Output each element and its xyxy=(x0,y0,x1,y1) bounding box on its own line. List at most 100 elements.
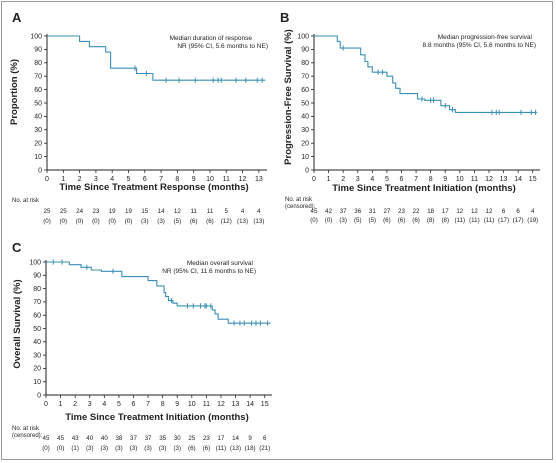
panel-c-at-risk-value: 25 xyxy=(188,435,195,442)
panel-b-median-value: 8.8 months (95% CI, 5.6 months to NE) xyxy=(423,42,536,49)
panel-a-y-tick-label: 100 xyxy=(30,33,42,40)
panel-c-at-risk-value: 45 xyxy=(43,435,50,442)
panel-a-censored-value: (6) xyxy=(206,218,214,225)
panel-a-censored-value: (3) xyxy=(141,218,149,225)
panel-a-censored-value: (13) xyxy=(237,218,248,225)
panel-a-at-risk-value: 14 xyxy=(158,208,165,215)
panel-b-y-tick-label: 60 xyxy=(301,87,309,94)
panel-c-x-tick-label: 9 xyxy=(175,401,179,408)
panel-b-y-tick-label: 90 xyxy=(301,47,309,54)
panel-c-survival-curve xyxy=(46,261,271,324)
panel-b-at-risk-value: 12 xyxy=(456,208,463,215)
panel-b-at-risk-value: 22 xyxy=(413,208,420,215)
panel-c-y-tick-label: 100 xyxy=(29,259,41,266)
panel-a-x-tick-label: 6 xyxy=(143,176,147,183)
panel-c-at-risk-value: 40 xyxy=(101,435,108,442)
panel-b-y-axis-label: Progression-Free Survival (%) xyxy=(283,29,294,165)
panel-b-at-risk-value: 12 xyxy=(486,208,493,215)
panel-b-censored-value: (11) xyxy=(484,217,495,224)
panel-b-at-risk-value: 23 xyxy=(398,208,405,215)
panel-a-censored-value: (0) xyxy=(43,218,51,225)
panel-a-x-tick-label: 4 xyxy=(110,176,114,183)
panel-c-censored-value: (3) xyxy=(115,445,123,452)
panel-c-y-tick-label: 60 xyxy=(33,313,41,320)
panel-a-at-risk-value: 24 xyxy=(76,208,83,215)
panel-c-at-risk-value: 6 xyxy=(263,435,267,442)
panel-c-y-tick-label: 90 xyxy=(33,273,41,280)
panel-c-x-tick-label: 13 xyxy=(232,401,240,408)
panel-a-at-risk-value: 19 xyxy=(125,208,132,215)
panel-b-at-risk-value: 17 xyxy=(442,208,449,215)
panel-c-y-axis-label: Overall Survival (%) xyxy=(12,279,23,368)
panel-c-letter: C xyxy=(12,240,22,255)
panel-c-x-tick-label: 5 xyxy=(117,401,121,408)
panel-b-x-tick-label: 0 xyxy=(312,176,316,183)
panel-c-censored-value: (0) xyxy=(42,445,50,452)
panel-c-x-tick-label: 6 xyxy=(132,401,136,408)
panel-b-median-label: Median progression-free survival xyxy=(438,34,533,41)
panel-b-y-tick-label: 40 xyxy=(301,114,309,121)
panel-a-at-risk-value: 25 xyxy=(44,208,51,215)
panel-c-at-risk-value: 45 xyxy=(57,435,64,442)
panel-c-censored-value: (3) xyxy=(130,445,138,452)
panel-b-y-tick-label: 70 xyxy=(301,74,309,81)
panel-a-x-tick-label: 2 xyxy=(78,176,82,183)
panel-c-censored-value: (0) xyxy=(57,445,65,452)
panel-c-censored-value: (3) xyxy=(159,445,167,452)
panel-a-at-risk-value: 5 xyxy=(225,208,229,215)
panel-b-censored-value: (11) xyxy=(455,217,466,224)
panel-b-censored-value: (6) xyxy=(412,217,420,224)
panel-a-letter: A xyxy=(12,10,22,25)
panel-c-at-risk-value: 40 xyxy=(86,435,93,442)
panel-b-x-tick-label: 5 xyxy=(385,176,389,183)
panel-a-plot: 0102030405060708090100025(0)125(0)224(0)… xyxy=(30,33,267,225)
panel-a-censored-value: (13) xyxy=(253,218,264,225)
panel-a-x-tick-label: 9 xyxy=(192,176,196,183)
panel-a-median-value: NR (95% CI, 5.6 months to NE) xyxy=(177,43,268,50)
panel-c-censored-value: (13) xyxy=(230,445,241,452)
panel-a-risk-label: No. at risk xyxy=(12,198,40,204)
panel-c-at-risk-value: 37 xyxy=(145,435,152,442)
panel-b-at-risk-value: 4 xyxy=(531,208,535,215)
panel-c-x-tick-label: 12 xyxy=(217,401,225,408)
panel-c-y-tick-label: 80 xyxy=(33,286,41,293)
panel-c-x-tick-label: 8 xyxy=(161,401,165,408)
panel-c-censored-value: (3) xyxy=(86,445,94,452)
panel-a-censored-value: (0) xyxy=(125,218,133,225)
panel-b-at-risk-value: 12 xyxy=(471,208,478,215)
panel-a-y-tick-label: 70 xyxy=(34,74,42,81)
panel-c-censored-value: (3) xyxy=(173,445,181,452)
panel-c-y-tick-label: 10 xyxy=(33,379,41,386)
panel-b-censored-value: (0) xyxy=(310,217,318,224)
panel-c-risk-label: No. at risk xyxy=(12,426,40,432)
panel-a-y-tick-label: 80 xyxy=(34,60,42,67)
panel-a-censored-value: (0) xyxy=(108,218,116,225)
panel-a-at-risk-value: 11 xyxy=(190,208,197,215)
panel-c-x-tick-label: 0 xyxy=(44,401,48,408)
panel-a-x-tick-label: 13 xyxy=(255,176,263,183)
panel-a-x-tick-label: 7 xyxy=(159,176,163,183)
panel-b-risk-label: No. at risk xyxy=(285,197,313,203)
panel-a-x-tick-label: 0 xyxy=(45,176,49,183)
panel-a-x-axis-label: Time Since Treatment Response (months) xyxy=(59,182,248,193)
panel-a: A Median duration of response NR (95% CI… xyxy=(9,10,268,225)
panel-a-x-tick-label: 11 xyxy=(223,176,230,183)
panel-b-x-tick-label: 2 xyxy=(341,176,345,183)
panel-b-at-risk-value: 18 xyxy=(427,208,434,215)
panel-b-x-tick-label: 6 xyxy=(400,176,404,183)
panel-c-at-risk-value: 35 xyxy=(159,435,166,442)
panel-b-censored-label: (censored): xyxy=(285,204,316,210)
panel-c-at-risk-value: 14 xyxy=(232,435,239,442)
panel-b-x-tick-label: 1 xyxy=(327,176,331,183)
panel-a-at-risk-value: 12 xyxy=(174,208,181,215)
panel-a-x-tick-label: 10 xyxy=(206,176,214,183)
panel-c-y-tick-label: 20 xyxy=(33,366,41,373)
panel-c: C Median overall survival NR (95% CI, 11… xyxy=(12,240,272,452)
panel-a-y-tick-label: 60 xyxy=(34,87,42,94)
panel-b-at-risk-value: 27 xyxy=(383,208,390,215)
panel-b-plot: 0102030405060708090100045(0)142(0)237(3)… xyxy=(297,33,540,224)
panel-c-median-value: NR (95% CI, 11.6 months to NE) xyxy=(162,268,256,275)
panel-a-at-risk-value: 15 xyxy=(141,208,148,215)
panel-b-x-tick-label: 4 xyxy=(370,176,374,183)
